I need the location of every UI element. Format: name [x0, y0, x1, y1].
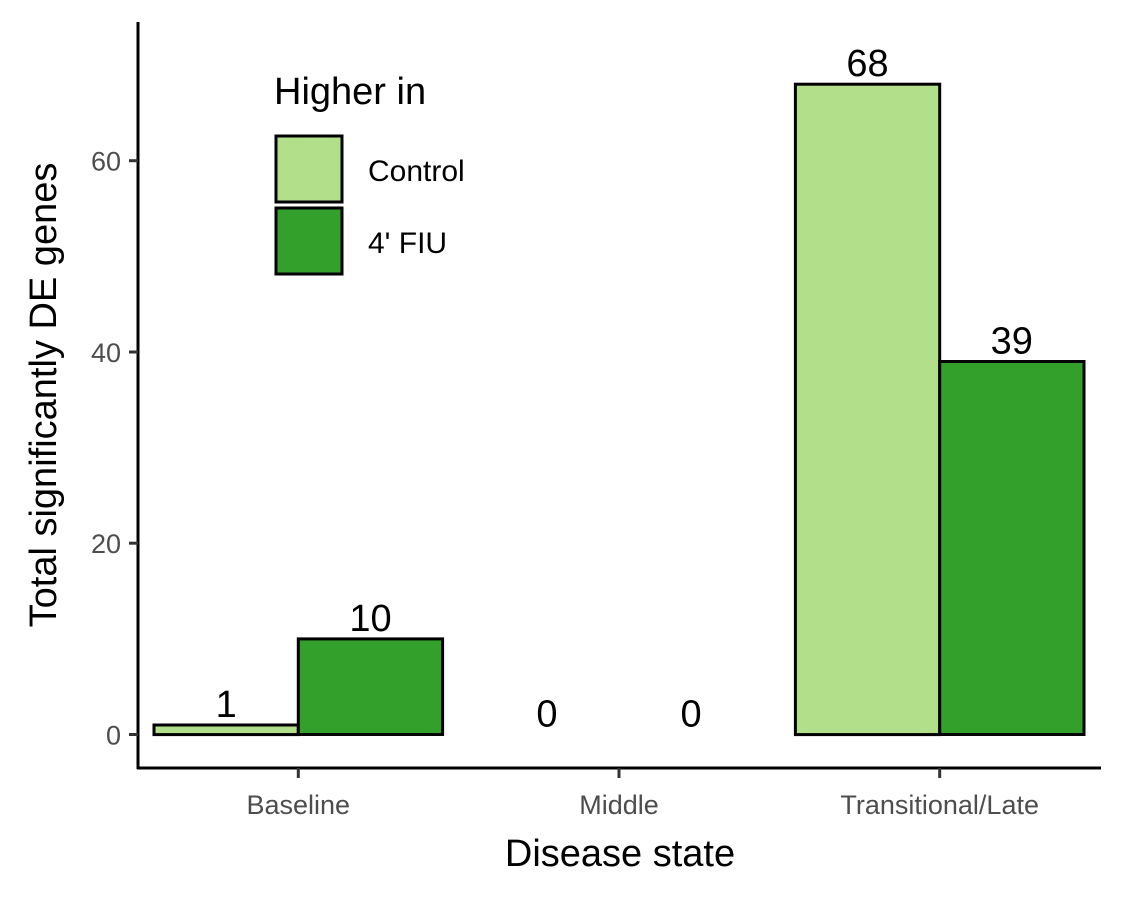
y-tick-label: 0	[106, 721, 121, 751]
legend-swatch-control	[274, 134, 344, 204]
x-ticks: Baseline Middle Transitional/Late	[247, 768, 1039, 820]
legend-swatch-4-fiu	[274, 206, 344, 276]
x-axis-title: Disease state	[505, 833, 735, 875]
y-tick-label: 40	[91, 338, 121, 368]
x-tick-label: Transitional/Late	[840, 790, 1039, 820]
y-tick-label: 60	[91, 147, 121, 177]
y-ticks: 0 20 40 60	[91, 147, 138, 751]
bar-4-fiu-2	[938, 360, 1086, 736]
data-label-4-fiu-0: 10	[349, 598, 391, 640]
bar-4-fiu-0	[296, 637, 445, 737]
x-tick-label: Baseline	[247, 790, 351, 820]
y-axis-title: Total significantly DE genes	[23, 163, 65, 628]
y-tick-label: 20	[91, 529, 121, 559]
legend-label-4-fiu: 4' FIU	[368, 227, 447, 260]
bar-control-2	[793, 82, 942, 737]
data-label-control-0: 1	[216, 684, 237, 726]
data-label-4-fiu-1: 0	[681, 694, 702, 736]
bar-control-0	[152, 723, 300, 737]
data-labels-layer: 1 10 0 0 68 39	[216, 43, 1033, 735]
x-tick-label: Middle	[579, 790, 659, 820]
data-label-4-fiu-2: 39	[991, 321, 1033, 363]
data-label-control-1: 0	[536, 694, 557, 736]
legend-title: Higher in	[274, 71, 426, 113]
bars-layer	[152, 82, 1086, 737]
legend-label-control: Control	[368, 155, 465, 188]
legend-items: Control 4' FIU	[274, 134, 465, 276]
data-label-control-2: 68	[846, 43, 888, 85]
legend: Higher in Control 4' FIU	[274, 71, 465, 276]
